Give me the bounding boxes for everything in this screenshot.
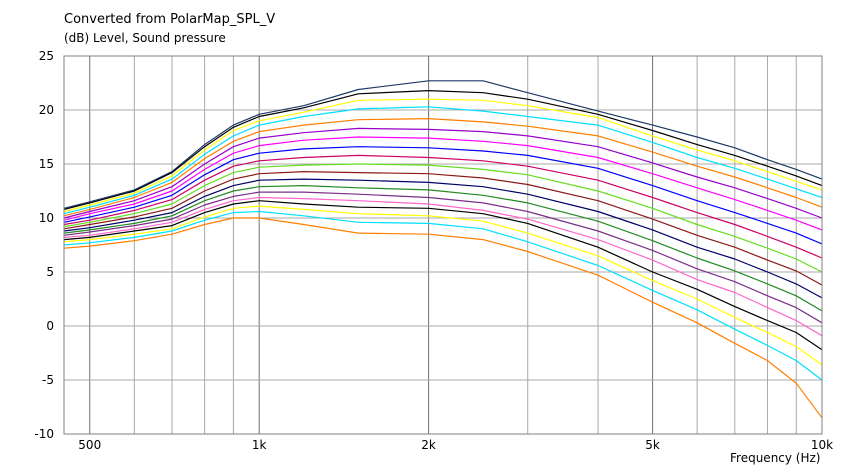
x-tick-label: 5k	[645, 438, 660, 452]
x-tick-label: 1k	[252, 438, 267, 452]
x-tick-label: 10k	[811, 438, 833, 452]
series-line	[63, 117, 823, 217]
series-line	[63, 154, 823, 259]
series-line	[63, 185, 823, 312]
y-tick-label: 15	[39, 157, 54, 171]
x-axis-label: Frequency (Hz)	[730, 451, 821, 465]
y-tick-label: 25	[39, 49, 54, 63]
y-tick-label: -10	[34, 427, 54, 441]
series-line	[63, 106, 823, 215]
y-tick-label: -5	[42, 373, 54, 387]
series-line	[63, 89, 823, 210]
y-tick-label: 20	[39, 103, 54, 117]
x-tick-label: 500	[78, 438, 101, 452]
series-line	[63, 210, 823, 381]
x-tick-label: 2k	[421, 438, 436, 452]
series-lines	[63, 80, 823, 419]
series-line	[63, 127, 823, 219]
series-line	[63, 217, 823, 419]
tick-labels: 500 1k 2k 5k 10k -10 -5 0 5 10 15 20 25	[34, 49, 833, 452]
y-tick-label: 10	[39, 211, 54, 225]
series-line	[63, 200, 823, 351]
series-line	[63, 205, 823, 366]
series-line	[63, 171, 823, 286]
series-line	[63, 191, 823, 324]
chart-title: Converted from PolarMap_SPL_V	[64, 12, 276, 27]
series-line	[63, 136, 823, 231]
series-line	[63, 178, 823, 299]
grid-lines	[64, 55, 822, 435]
series-line	[63, 146, 823, 245]
series-line	[63, 196, 823, 337]
y-tick-label: 5	[46, 265, 54, 279]
y-axis-label: (dB) Level, Sound pressure	[64, 31, 226, 45]
y-tick-label: 0	[46, 319, 54, 333]
series-line	[63, 98, 823, 213]
series-line	[63, 163, 823, 273]
plot-frame	[63, 55, 823, 435]
series-line	[63, 80, 823, 209]
